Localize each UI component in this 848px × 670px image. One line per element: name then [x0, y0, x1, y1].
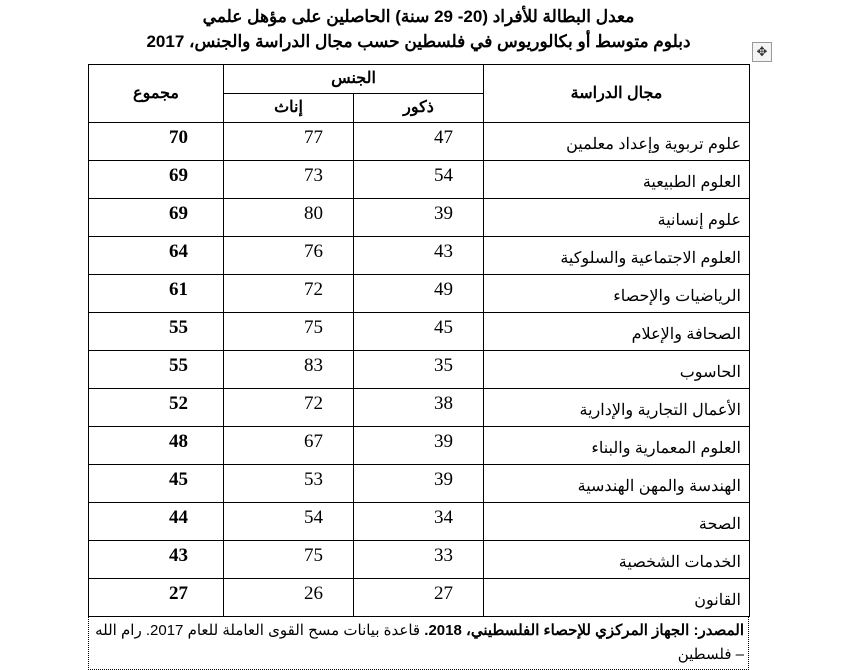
table-row: الخدمات الشخصية 33 75 43	[88, 540, 750, 579]
source-note: المصدر: الجهاز المركزي للإحصاء الفلسطيني…	[88, 617, 749, 670]
table-row: الرياضيات والإحصاء 49 72 61	[88, 274, 750, 313]
cell-field: الخدمات الشخصية	[483, 540, 750, 579]
cell-total: 69	[88, 160, 224, 199]
cell-total: 43	[88, 540, 224, 579]
cell-field: العلوم الاجتماعية والسلوكية	[483, 236, 750, 275]
title-line-1: معدل البطالة للأفراد (20- 29 سنة) الحاصل…	[202, 7, 635, 26]
header-total: مجموع	[88, 64, 224, 123]
header-field: مجال الدراسة	[483, 64, 750, 123]
cell-total: 61	[88, 274, 224, 313]
table-row: الأعمال التجارية والإدارية 38 72 52	[88, 388, 750, 427]
table-move-handle-icon[interactable]: ✥	[752, 42, 772, 62]
table-row: علوم إنسانية 39 80 69	[88, 198, 750, 237]
table-row: الصحافة والإعلام 45 75 55	[88, 312, 750, 351]
cell-males: 39	[353, 464, 484, 503]
cell-field: العلوم الطبيعية	[483, 160, 750, 199]
table-row: علوم تربوية وإعداد معلمين 47 77 70	[88, 122, 750, 161]
cell-total: 55	[88, 312, 224, 351]
table-row: الصحة 34 54 44	[88, 502, 750, 541]
table-row: الحاسوب 35 83 55	[88, 350, 750, 389]
cell-females: 83	[223, 350, 354, 389]
cell-males: 35	[353, 350, 484, 389]
cell-field: الصحة	[483, 502, 750, 541]
cell-males: 54	[353, 160, 484, 199]
cell-females: 67	[223, 426, 354, 465]
cell-females: 54	[223, 502, 354, 541]
cell-males: 39	[353, 426, 484, 465]
header-males: ذكور	[353, 93, 484, 123]
cell-field: الرياضيات والإحصاء	[483, 274, 750, 313]
cell-females: 75	[223, 312, 354, 351]
cell-total: 52	[88, 388, 224, 427]
cell-females: 77	[223, 122, 354, 161]
cell-total: 55	[88, 350, 224, 389]
title-line-2: دبلوم متوسط أو بكالوريوس في فلسطين حسب م…	[146, 32, 691, 51]
table-row: القانون 27 26 27	[88, 578, 750, 617]
cell-field: الهندسة والمهن الهندسية	[483, 464, 750, 503]
cell-field: الأعمال التجارية والإدارية	[483, 388, 750, 427]
cell-males: 33	[353, 540, 484, 579]
header-sex: الجنس	[223, 64, 484, 94]
cell-females: 73	[223, 160, 354, 199]
table-row: الهندسة والمهن الهندسية 39 53 45	[88, 464, 750, 503]
source-bold: المصدر: الجهاز المركزي للإحصاء الفلسطيني…	[424, 622, 744, 639]
cell-field: الصحافة والإعلام	[483, 312, 750, 351]
cell-males: 47	[353, 122, 484, 161]
table-row: العلوم الطبيعية 54 73 69	[88, 160, 750, 199]
table-row: العلوم الاجتماعية والسلوكية 43 76 64	[88, 236, 750, 275]
cell-females: 76	[223, 236, 354, 275]
cell-field: علوم إنسانية	[483, 198, 750, 237]
cell-females: 80	[223, 198, 354, 237]
cell-males: 45	[353, 312, 484, 351]
cell-total: 69	[88, 198, 224, 237]
unemployment-table: مجال الدراسة الجنس مجموع ذكور إناث علوم …	[88, 64, 750, 617]
header-females: إناث	[223, 93, 354, 123]
cell-males: 39	[353, 198, 484, 237]
cell-males: 49	[353, 274, 484, 313]
cell-males: 38	[353, 388, 484, 427]
cell-total: 44	[88, 502, 224, 541]
cell-total: 64	[88, 236, 224, 275]
cell-total: 70	[88, 122, 224, 161]
cell-total: 27	[88, 578, 224, 617]
cell-females: 26	[223, 578, 354, 617]
cell-males: 43	[353, 236, 484, 275]
cell-females: 53	[223, 464, 354, 503]
table-row: العلوم المعمارية والبناء 39 67 48	[88, 426, 750, 465]
cell-total: 45	[88, 464, 224, 503]
cell-males: 34	[353, 502, 484, 541]
cell-field: القانون	[483, 578, 750, 617]
cell-total: 48	[88, 426, 224, 465]
cell-females: 72	[223, 388, 354, 427]
document-body: معدل البطالة للأفراد (20- 29 سنة) الحاصل…	[88, 4, 750, 670]
cell-field: الحاسوب	[483, 350, 750, 389]
cell-males: 27	[353, 578, 484, 617]
cell-females: 72	[223, 274, 354, 313]
cell-females: 75	[223, 540, 354, 579]
table-title: معدل البطالة للأفراد (20- 29 سنة) الحاصل…	[88, 4, 749, 64]
cell-field: العلوم المعمارية والبناء	[483, 426, 750, 465]
cell-field: علوم تربوية وإعداد معلمين	[483, 122, 750, 161]
